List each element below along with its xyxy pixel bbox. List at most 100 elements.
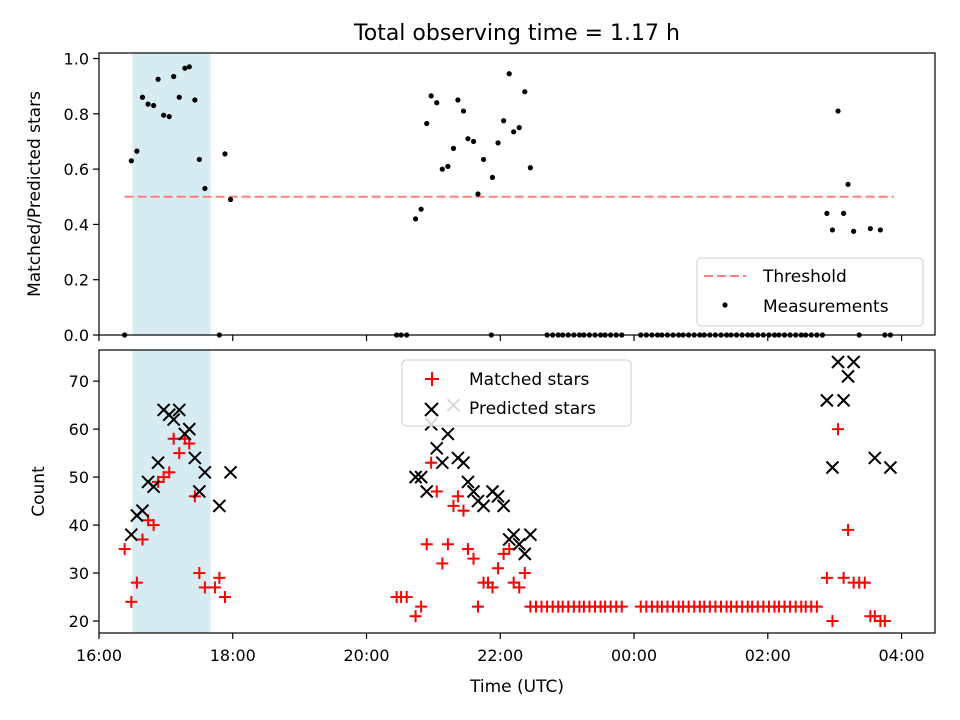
measurement-point	[166, 113, 172, 120]
top-shaded-interval	[132, 53, 211, 335]
matched-star-point	[457, 504, 470, 517]
matched-star-point	[213, 571, 226, 584]
measurement-point	[851, 228, 857, 234]
bottom-y-axis-ticks: 20 30 40 50 60 70	[69, 372, 99, 631]
measurement-point	[824, 210, 830, 216]
matched-stars-series	[118, 423, 891, 628]
predicted-star-point	[496, 499, 511, 513]
predicted-star-point	[841, 369, 855, 384]
measurement-point	[511, 129, 517, 135]
predicted-star-point	[461, 475, 475, 489]
top-legend: Threshold Measurements	[696, 257, 924, 327]
predicted-star-point	[831, 355, 845, 369]
predicted-star-point	[135, 503, 150, 518]
y-tick-label: 0.6	[64, 160, 89, 179]
measurement-point	[418, 206, 424, 212]
matched-star-point	[430, 485, 443, 498]
matched-star-point	[858, 576, 871, 589]
measurement-point	[455, 97, 461, 103]
bottom-shaded-interval	[132, 350, 211, 633]
measurement-point	[171, 73, 177, 80]
y-tick-label: 0.8	[64, 105, 89, 124]
predicted-star-point	[223, 465, 238, 480]
y-tick-label: 40	[69, 516, 89, 535]
predicted-star-point	[212, 499, 227, 513]
predicted-star-point	[476, 499, 491, 513]
matched-star-point	[409, 610, 422, 623]
matched-star-point	[820, 571, 833, 584]
measurement-point	[495, 140, 501, 146]
matched-star-point	[167, 432, 180, 445]
x-tick-label: 02:00	[745, 646, 791, 665]
legend-threshold-label: Threshold	[762, 267, 847, 287]
matched-star-point	[461, 543, 474, 556]
matched-star-point	[842, 523, 855, 536]
predicted-star-point	[124, 527, 139, 542]
measurement-point	[192, 97, 198, 103]
measurement-point	[434, 100, 440, 106]
measurement-point	[845, 181, 851, 187]
measurement-point	[460, 108, 467, 114]
matched-star-point	[518, 567, 531, 580]
matched-star-point	[218, 591, 231, 604]
measurement-point	[196, 156, 202, 163]
predicted-star-point	[408, 470, 423, 484]
predicted-star-point	[820, 393, 834, 408]
matched-star-point	[513, 581, 526, 594]
predicted-star-point	[192, 484, 207, 499]
matched-star-point	[441, 538, 454, 551]
top-legend-box	[696, 257, 924, 327]
matched-star-point	[447, 499, 460, 512]
top-y-axis-label: Matched/Predicted stars	[25, 91, 45, 297]
matched-star-point	[136, 533, 149, 546]
x-tick-label: 18:00	[210, 646, 256, 665]
predicted-star-point	[523, 527, 538, 542]
measurement-point	[450, 145, 457, 151]
measurement-point	[877, 227, 883, 233]
measurement-point	[445, 163, 451, 169]
measurement-point	[506, 71, 512, 77]
matched-star-point	[198, 581, 211, 594]
y-tick-label: 20	[69, 612, 89, 631]
measurement-point	[424, 120, 430, 127]
matched-star-point	[125, 595, 138, 608]
predicted-star-point	[512, 537, 526, 551]
predicted-star-point	[466, 484, 481, 499]
measurement-point	[829, 227, 836, 233]
x-tick-label: 22:00	[477, 646, 523, 665]
matched-star-point	[492, 562, 505, 575]
measurement-point	[412, 216, 419, 222]
predicted-star-point	[420, 484, 434, 499]
measurement-point	[182, 65, 188, 71]
matched-star-point	[826, 615, 839, 628]
matched-star-point	[118, 543, 131, 556]
bottom-legend-box	[401, 359, 632, 427]
measurement-point	[470, 138, 477, 145]
measurement-point	[428, 93, 434, 99]
measurement-point	[151, 102, 157, 109]
matched-star-point	[837, 571, 850, 584]
matched-star-point	[471, 600, 484, 613]
y-tick-label: 70	[69, 372, 89, 391]
matched-star-point	[415, 600, 428, 613]
measurement-point	[222, 151, 228, 157]
legend-predicted-swatch	[424, 402, 439, 417]
matched-star-point	[173, 447, 186, 460]
matched-star-point	[451, 490, 464, 503]
predicted-star-point	[166, 412, 181, 427]
measurements-series	[122, 64, 894, 338]
bottom-x-axis-ticks: 16:00 18:00 20:00 22:00 00:00 02:00 04:00	[76, 633, 925, 665]
predicted-star-point	[146, 479, 161, 494]
measurement-point	[489, 174, 496, 181]
y-tick-label: 50	[69, 468, 89, 487]
measurement-point	[465, 136, 471, 142]
x-tick-label: 20:00	[343, 646, 389, 665]
predicted-star-point	[825, 460, 840, 475]
measurement-point	[835, 108, 841, 114]
measurement-point	[134, 148, 140, 154]
top-panel: 0.0 0.2 0.4 0.6 0.8 1.0 Matched/Predicted sta…	[25, 50, 936, 345]
y-tick-label: 0.4	[64, 215, 89, 234]
measurement-point	[202, 185, 208, 192]
matched-star-point	[400, 591, 413, 604]
matched-star-point	[425, 456, 438, 469]
